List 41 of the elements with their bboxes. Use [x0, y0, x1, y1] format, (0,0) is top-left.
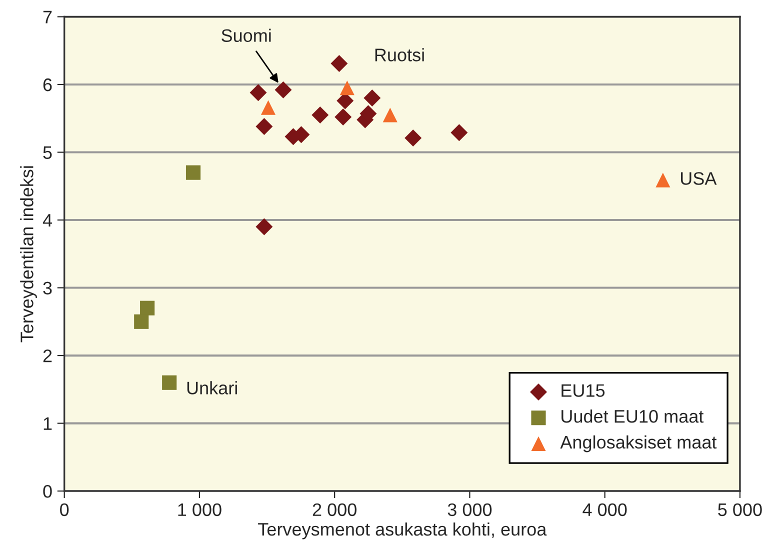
point	[256, 118, 273, 136]
point	[404, 130, 422, 147]
legend-label: Anglosaksiset maat	[560, 435, 717, 452]
y-tick-label: 1	[44, 417, 52, 430]
legend-label: EU15	[562, 384, 605, 397]
point	[382, 108, 398, 122]
y-tick-label: 0	[43, 484, 52, 498]
point	[140, 300, 155, 316]
legend-label: Uudet EU10 maat	[562, 410, 704, 423]
y-tick-label: 3	[43, 282, 52, 294]
point	[162, 375, 177, 390]
point	[312, 106, 329, 124]
x-axis-title: Terveysmenot asukasta kohti, euroa	[258, 522, 547, 540]
y-tick-label: 7	[43, 10, 52, 24]
x-tick-label: 1 000	[178, 503, 222, 516]
x-tick-label: 4 000	[582, 503, 627, 516]
point	[334, 108, 352, 126]
annotation: Unkari	[187, 381, 237, 394]
point	[274, 81, 292, 98]
x-tick-label: 5 000	[718, 503, 762, 516]
x-tick-label: 2 000	[312, 503, 356, 516]
point	[656, 172, 670, 188]
point	[364, 90, 381, 107]
x-tick-label: 0	[60, 503, 69, 516]
y-tick-label: 5	[43, 146, 52, 159]
y-axis-title: Terveydentilan indeksi	[20, 166, 37, 342]
point	[134, 314, 149, 329]
point	[450, 124, 468, 142]
point	[186, 165, 201, 180]
x-tick-label: 3 000	[448, 503, 492, 516]
y-tick-label: 2	[43, 349, 52, 362]
annotation: Ruotsi	[375, 48, 424, 62]
point	[340, 80, 354, 96]
annotation: USA	[680, 172, 717, 185]
point	[330, 54, 348, 72]
y-tick-label: 4	[42, 214, 52, 227]
point	[260, 100, 276, 115]
annotation: Suomi	[222, 28, 271, 42]
point	[250, 84, 267, 102]
point	[256, 218, 273, 236]
y-tick-label: 6	[43, 78, 52, 92]
